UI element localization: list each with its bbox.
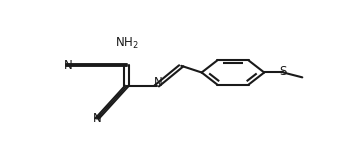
Text: NH$_2$: NH$_2$ (115, 36, 139, 51)
Text: S: S (279, 65, 287, 78)
Text: N: N (64, 59, 73, 72)
Text: N: N (93, 112, 101, 125)
Text: N: N (154, 76, 163, 89)
